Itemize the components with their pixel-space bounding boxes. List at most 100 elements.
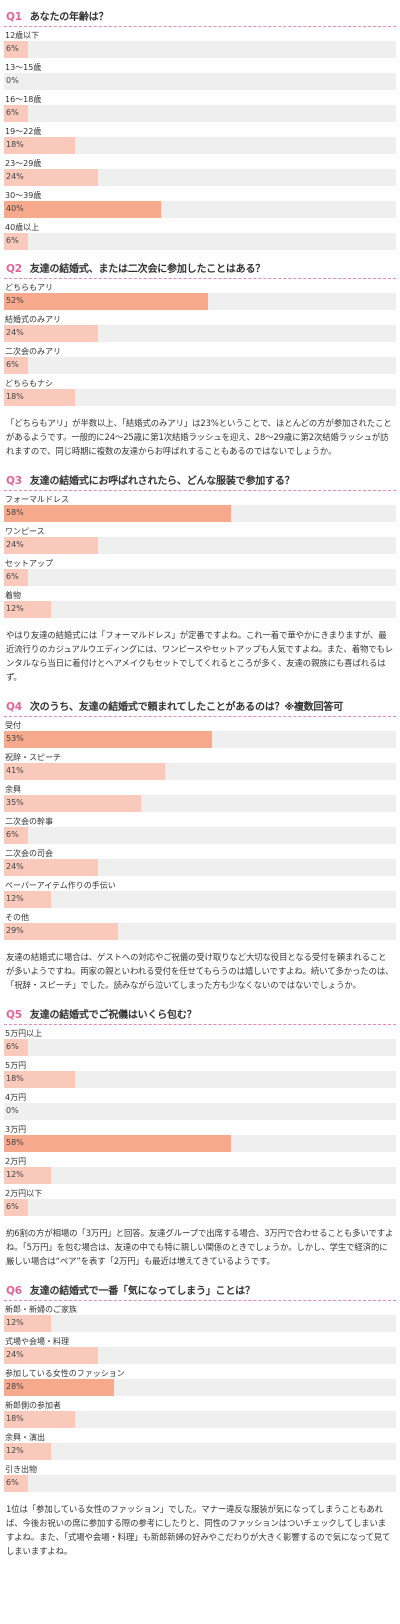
bar-fill [4,201,161,218]
bar-track: 24% [4,325,396,342]
answer-label: 13～15歳 [5,63,42,72]
answer-row: 4万円 0% [4,1093,396,1120]
answer-label: 23～29歳 [5,159,42,168]
bar-value-label: 24% [6,172,24,181]
question-2: Q2 友達の結婚式、または二次会に参加したことはある？ どちらもアリ 52% 結婚式のみ… [4,260,396,462]
question-1: Q1 あなたの年齢は？ 12歳以下 6% 13～15歳 0% 16～18歳 6% 19～22歳 1… [4,8,396,250]
answer-row: 3万円 58% [4,1125,396,1152]
bar-value-label: 24% [6,540,24,549]
bar-fill [4,1167,52,1184]
bar-track: 53% [4,731,396,748]
question-number: Q4 [6,701,22,713]
answer-label: どちらもアリ [5,283,53,292]
question-number: Q5 [6,1009,22,1021]
bar-value-label: 58% [6,508,24,517]
bar-track: 6% [4,1039,396,1056]
answer-row: 二次会の司会 24% [4,849,396,876]
answer-label: 2万円以下 [5,1189,43,1198]
answer-row: 30～39歳 40% [4,191,396,218]
bar-track: 6% [4,827,396,844]
bar-fill [4,1199,28,1216]
bar-value-label: 58% [6,1138,24,1147]
bar-track: 24% [4,859,396,876]
answer-row: 23～29歳 24% [4,159,396,186]
bar-fill [4,1315,52,1332]
answer-label: 結婚式のみアリ [5,315,61,324]
bar-value-label: 12% [6,1446,24,1455]
answer-label: 5万円 [5,1061,27,1070]
bar-track: 24% [4,1347,396,1364]
bar-fill [4,357,28,374]
bar-fill [4,233,28,250]
bar-fill [4,293,208,310]
bar-track: 6% [4,105,396,122]
answer-label: 参加している女性のファッション [5,1369,125,1378]
bar-value-label: 40% [6,204,24,213]
answer-row: 2万円 12% [4,1157,396,1184]
bar-value-label: 6% [6,108,19,117]
bar-fill [4,137,75,154]
question-header: Q2 友達の結婚式、または二次会に参加したことはある？ [4,260,396,279]
answer-row: 二次会のみアリ 6% [4,347,396,374]
bar-track: 6% [4,1199,396,1216]
answer-row: 新郎・新婦のご家族 12% [4,1305,396,1332]
bar-value-label: 0% [6,76,19,85]
bar-value-label: 6% [6,44,19,53]
bar-value-label: 6% [6,1478,19,1487]
question-number: Q6 [6,1285,22,1297]
answer-row: 二次会の幹事 6% [4,817,396,844]
bar-value-label: 41% [6,766,24,775]
bar-fill [4,169,99,186]
bar-value-label: 0% [6,1106,19,1115]
answer-row: 余興 35% [4,785,396,812]
bar-value-label: 24% [6,328,24,337]
survey-results: Q1 あなたの年齢は？ 12歳以下 6% 13～15歳 0% 16～18歳 6% 19～22歳 1… [4,8,396,1562]
answer-label: 2万円 [5,1157,27,1166]
bar-track: 58% [4,505,396,522]
question-title: 友達の結婚式でご祝儀はいくら包む？ [29,1010,197,1021]
bar-value-label: 24% [6,862,24,871]
bar-fill [4,827,28,844]
answer-bars: 新郎・新婦のご家族 12% 式場や会場・料理 24% 参加している女性のファッション 28… [4,1305,396,1492]
answer-row: 余興・演出 12% [4,1433,396,1460]
question-commentary: 1位は「参加している女性のファッション」でした。マナー違反な服装が気になってしま… [6,1504,391,1556]
answer-row: フォーマルドレス 58% [4,495,396,522]
bar-track: 35% [4,795,396,812]
bar-fill [4,105,28,122]
bar-track: 6% [4,233,396,250]
bar-track: 41% [4,763,396,780]
answer-row: 着物 12% [4,591,396,618]
bar-track: 0% [4,73,396,90]
answer-label: ワンピース [5,527,45,536]
bar-fill [4,41,28,58]
bar-track: 12% [4,1315,396,1332]
bar-fill [4,891,52,908]
bar-track: 6% [4,1475,396,1492]
answer-label: セットアップ [5,559,53,568]
answer-label: 式場や会場・料理 [5,1337,69,1346]
bar-value-label: 6% [6,1202,19,1211]
answer-label: 二次会のみアリ [5,347,61,356]
bar-value-label: 29% [6,926,24,935]
bar-track: 52% [4,293,396,310]
answer-label: 二次会の幹事 [5,817,53,826]
bar-fill [4,1071,75,1088]
answer-row: ワンピース 24% [4,527,396,554]
answer-row: どちらもナシ 18% [4,379,396,406]
bar-track: 6% [4,41,396,58]
question-header: Q4 次のうち、友達の結婚式で頼まれてしたことがあるのは？※複数回答可 [4,698,396,717]
bar-track: 58% [4,1135,396,1152]
answer-row: 結婚式のみアリ 24% [4,315,396,342]
bar-value-label: 12% [6,604,24,613]
answer-label: 引き出物 [5,1465,37,1474]
question-header: Q3 友達の結婚式にお呼ばれされたら、どんな服装で参加する？ [4,472,396,491]
question-header: Q1 あなたの年齢は？ [4,8,396,27]
bar-value-label: 6% [6,830,19,839]
bar-track: 40% [4,201,396,218]
bar-value-label: 12% [6,1170,24,1179]
answer-label: 40歳以上 [5,223,40,232]
answer-row: 12歳以下 6% [4,31,396,58]
question-3: Q3 友達の結婚式にお呼ばれされたら、どんな服装で参加する？ フォーマルドレス 58%… [4,472,396,688]
answer-bars: 受付 53% 祝辞・スピーチ 41% 余興 35% 二次会の幹事 6% 二次会の司会 24% ペーパ… [4,721,396,940]
bar-fill [4,389,75,406]
